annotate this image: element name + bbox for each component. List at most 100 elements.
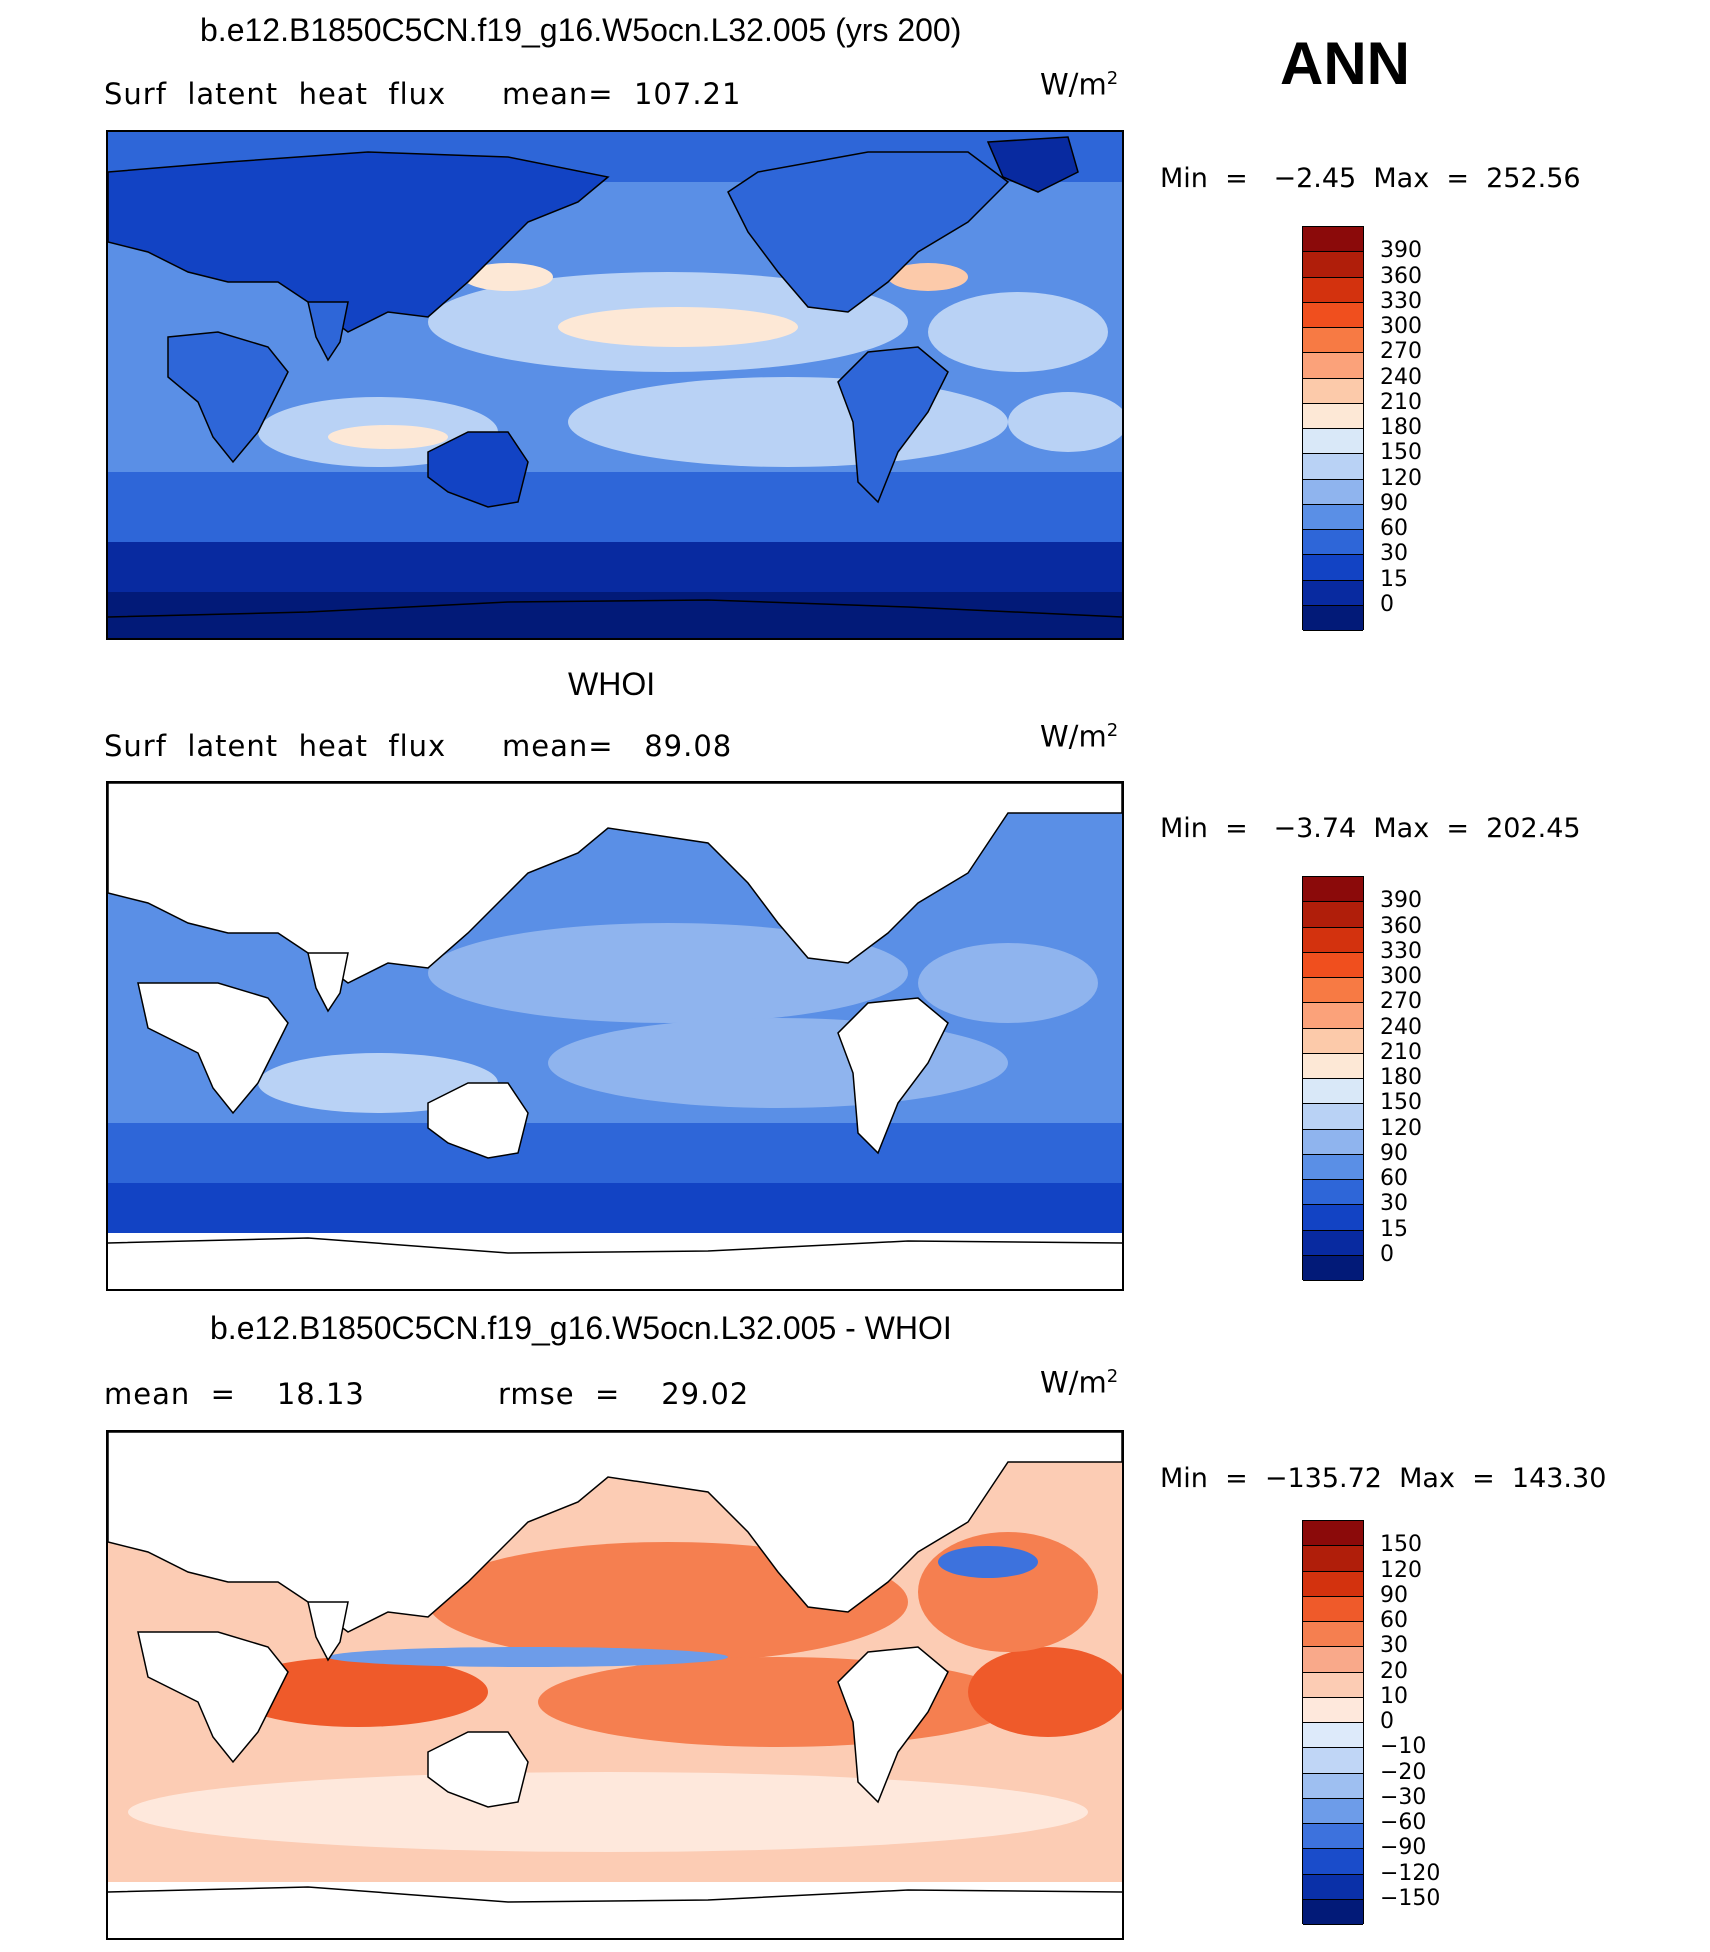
subtropic-south-atlantic bbox=[1008, 392, 1122, 452]
land-antarctica bbox=[108, 1882, 1122, 1938]
land-africa bbox=[137, 982, 289, 1115]
land-africa bbox=[167, 331, 289, 464]
colorbar-swatch bbox=[1303, 328, 1363, 354]
colorbar-label: 20 bbox=[1380, 1658, 1408, 1684]
colorbar-swatch bbox=[1303, 1521, 1363, 1547]
colorbar-label: 120 bbox=[1380, 1115, 1422, 1141]
colorbar-label: 180 bbox=[1380, 1065, 1422, 1090]
colorbar-swatch bbox=[1303, 227, 1363, 253]
diff-south-atlantic bbox=[968, 1647, 1122, 1737]
colorbar-swatch bbox=[1303, 952, 1363, 978]
panel3-title: b.e12.B1850C5CN.f19_g16.W5ocn.L32.005 - … bbox=[210, 1310, 952, 1346]
colorbar-swatch bbox=[1303, 1672, 1363, 1698]
colorbar-label: 390 bbox=[1380, 238, 1422, 264]
subtropic-north-pacific-core bbox=[558, 307, 798, 347]
colorbar-label: 30 bbox=[1380, 1633, 1408, 1659]
colorbar-label: −10 bbox=[1380, 1734, 1427, 1760]
panel1-left-label: Surf latent heat flux bbox=[104, 77, 447, 111]
land-eurasia bbox=[108, 1432, 1122, 1633]
colorbar-swatch bbox=[1303, 1697, 1363, 1723]
colorbar-swatch bbox=[1303, 927, 1363, 953]
colorbar-swatch bbox=[1303, 1647, 1363, 1673]
colorbar-label: −120 bbox=[1380, 1860, 1441, 1886]
colorbar-swatch bbox=[1303, 1798, 1363, 1824]
colorbar-label: 360 bbox=[1380, 263, 1422, 289]
colorbar-label: −30 bbox=[1380, 1784, 1427, 1810]
subtropic-south-indian-core bbox=[328, 425, 448, 449]
panel2-minmax: Min = −3.74 Max = 202.45 bbox=[1160, 813, 1581, 844]
diff-southern-light bbox=[128, 1772, 1088, 1852]
colorbar-swatch bbox=[1303, 1003, 1363, 1029]
panel1-map bbox=[106, 130, 1124, 640]
colorbar-label: 120 bbox=[1380, 1557, 1422, 1583]
colorbar-label: 150 bbox=[1380, 1532, 1422, 1558]
colorbar-label: 90 bbox=[1380, 1140, 1408, 1166]
colorbar-label: 180 bbox=[1380, 415, 1422, 440]
colorbar-label: 15 bbox=[1380, 1216, 1408, 1242]
colorbar-label: 330 bbox=[1380, 938, 1422, 964]
colorbar-label: 30 bbox=[1380, 541, 1408, 567]
colorbar-label: 150 bbox=[1380, 1090, 1422, 1116]
land-south-america bbox=[837, 346, 949, 504]
colorbar-label: 10 bbox=[1380, 1683, 1408, 1709]
panel1-colorbar-swatches bbox=[1302, 226, 1364, 631]
colorbar-label: 270 bbox=[1380, 339, 1422, 365]
land-greenland bbox=[986, 136, 1079, 193]
panel2-mean-label: mean= 89.08 bbox=[502, 729, 733, 763]
colorbar-swatch bbox=[1303, 1723, 1363, 1749]
colorbar-swatch bbox=[1303, 429, 1363, 455]
colorbar-swatch bbox=[1303, 1748, 1363, 1774]
panel2-left-label: Surf latent heat flux bbox=[104, 729, 447, 763]
panel2-map bbox=[106, 781, 1124, 1291]
colorbar-swatch bbox=[1303, 877, 1363, 903]
colorbar-label: 30 bbox=[1380, 1191, 1408, 1217]
land-australia bbox=[427, 431, 529, 508]
panel1-title: b.e12.B1850C5CN.f19_g16.W5ocn.L32.005 (y… bbox=[200, 12, 962, 48]
panel2-units: W/m2 bbox=[1040, 719, 1119, 754]
colorbar-swatch bbox=[1303, 302, 1363, 328]
land-north-america bbox=[727, 151, 1010, 313]
colorbar-swatch bbox=[1303, 454, 1363, 480]
subtropic-south-pacific bbox=[568, 377, 1008, 467]
panel3-map-svg bbox=[108, 1432, 1122, 1938]
colorbar-swatch bbox=[1303, 1053, 1363, 1079]
land-india bbox=[307, 952, 349, 1013]
colorbar-swatch bbox=[1303, 353, 1363, 379]
panel1-minmax: Min = −2.45 Max = 252.56 bbox=[1160, 163, 1581, 194]
colorbar-swatch bbox=[1303, 1104, 1363, 1130]
colorbar-swatch bbox=[1303, 479, 1363, 505]
colorbar-swatch bbox=[1303, 403, 1363, 429]
season-label: ANN bbox=[1280, 30, 1410, 97]
colorbar-swatch bbox=[1303, 504, 1363, 530]
colorbar-label: 0 bbox=[1380, 1709, 1394, 1734]
colorbar-label: 210 bbox=[1380, 1039, 1422, 1065]
panel3-map bbox=[106, 1430, 1124, 1940]
colorbar-label: −60 bbox=[1380, 1810, 1427, 1835]
colorbar-swatch bbox=[1303, 978, 1363, 1004]
panel2-map-svg bbox=[108, 783, 1122, 1289]
kuroshio bbox=[463, 263, 553, 291]
colorbar-label: 60 bbox=[1380, 1608, 1408, 1633]
panel1-mean-label: mean= 107.21 bbox=[502, 77, 742, 111]
land-eurasia bbox=[108, 151, 610, 333]
colorbar-swatch bbox=[1303, 1546, 1363, 1572]
colorbar-swatch bbox=[1303, 902, 1363, 928]
land-australia bbox=[427, 1731, 529, 1808]
land-south-america bbox=[837, 1646, 949, 1804]
subtropic-north-atlantic bbox=[918, 943, 1098, 1023]
panel3-mean-label: mean = 18.13 bbox=[104, 1377, 365, 1411]
colorbar-swatch bbox=[1303, 1079, 1363, 1105]
colorbar-label: 360 bbox=[1380, 913, 1422, 939]
colorbar-swatch bbox=[1303, 1028, 1363, 1054]
land-antarctica bbox=[108, 599, 1122, 618]
colorbar-label: 330 bbox=[1380, 288, 1422, 314]
colorbar-label: 0 bbox=[1380, 591, 1394, 617]
colorbar-swatch bbox=[1303, 1230, 1363, 1256]
land-eurasia bbox=[108, 783, 1122, 984]
colorbar-label: 60 bbox=[1380, 1166, 1408, 1191]
panel1-units: W/m2 bbox=[1040, 67, 1119, 102]
colorbar-swatch bbox=[1303, 1205, 1363, 1231]
colorbar-label: 0 bbox=[1380, 1241, 1394, 1267]
colorbar-swatch bbox=[1303, 1571, 1363, 1597]
colorbar-label: 240 bbox=[1380, 364, 1422, 390]
